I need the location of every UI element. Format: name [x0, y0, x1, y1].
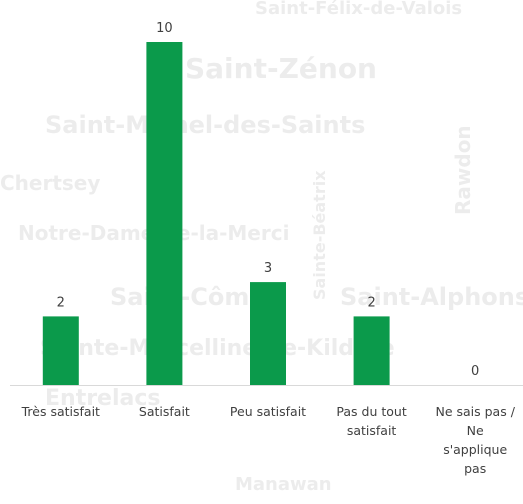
background-label: Sainte-Marcelline-de-Kildare — [40, 336, 395, 361]
value-label: 0 — [471, 364, 479, 379]
background-label: Manawan — [235, 474, 332, 495]
background-label: Rawdon — [451, 125, 475, 215]
bar — [354, 316, 390, 385]
background-label: Saint-Côme — [110, 283, 266, 311]
value-label: 2 — [367, 295, 375, 310]
value-label: 3 — [264, 261, 272, 276]
background-label: Sainte-Béatrix — [310, 170, 329, 300]
value-label: 2 — [57, 295, 65, 310]
x-tick-label: Satisfait — [116, 402, 212, 421]
bar — [146, 42, 182, 385]
value-label: 10 — [156, 21, 173, 36]
x-tick-label: Ne sais pas / Ne s'applique pas — [434, 402, 516, 478]
page: {"background": {"labels": ["Saint-Félix-… — [0, 0, 523, 504]
background-label: Chertsey — [0, 171, 100, 195]
bar — [43, 316, 79, 385]
x-tick-label: Très satisfait — [13, 402, 109, 421]
background-label: Saint-Félix-de-Valois — [255, 0, 462, 19]
x-tick-label: Pas du tout satisfait — [324, 402, 420, 440]
x-tick-label: Peu satisfait — [220, 402, 316, 421]
bar — [250, 282, 286, 385]
background-label: Saint-Michel-des-Saints — [45, 111, 365, 139]
background-label: Saint-Zénon — [185, 52, 377, 85]
